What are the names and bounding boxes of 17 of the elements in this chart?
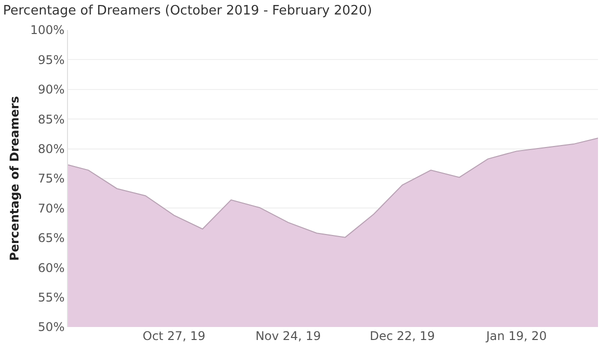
y-tick-label: 95% (38, 52, 65, 67)
x-tick-label: Nov 24, 19 (255, 329, 321, 343)
chart-title: Percentage of Dreamers (October 2019 - February 2020) (3, 3, 372, 18)
y-tick-label: 90% (38, 82, 65, 97)
y-tick-label: 65% (38, 231, 65, 246)
y-tick-label: 60% (38, 260, 65, 275)
y-tick-label: 50% (38, 320, 65, 334)
y-tick-label: 75% (38, 172, 65, 186)
x-tick-label: Oct 27, 19 (142, 329, 206, 343)
y-tick-label: 100% (30, 23, 65, 38)
x-tick-label: Dec 22, 19 (370, 329, 435, 343)
y-tick-label: 80% (38, 142, 65, 156)
x-tick-label: Jan 19, 20 (485, 329, 547, 343)
y-tick-label: 70% (38, 201, 65, 216)
y-tick-label: 85% (38, 112, 65, 126)
y-tick-label: 55% (38, 290, 65, 304)
y-axis-title: Percentage of Dreamers (8, 96, 22, 261)
